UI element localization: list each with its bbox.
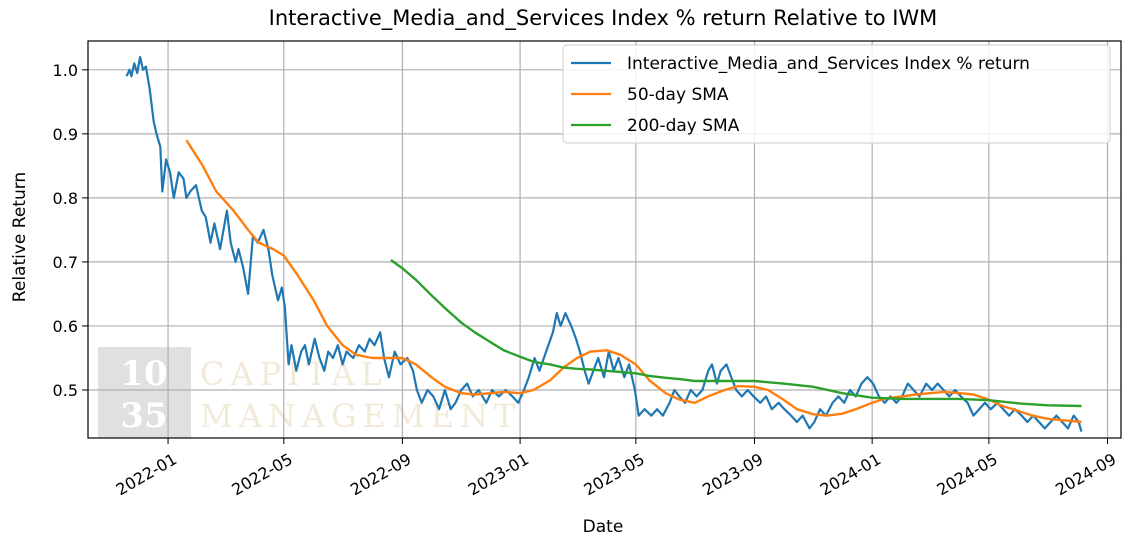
watermark-box <box>98 347 191 438</box>
watermark-number-bottom: 35 <box>120 396 167 436</box>
legend-label-50-day-sma: 50-day SMA <box>627 85 729 105</box>
x-tick-label: 2022-01 <box>113 449 180 499</box>
plot-frame <box>87 40 1122 439</box>
x-tick-label: 2024-09 <box>1052 449 1119 499</box>
200-day-sma-line <box>390 259 1082 408</box>
50-day-sma-line <box>185 139 1082 424</box>
x-tick-label: 2023-09 <box>699 449 766 499</box>
x-tick-label: 2022-09 <box>347 449 414 499</box>
y-axis-label: Relative Return <box>10 172 30 302</box>
legend-box <box>562 44 1111 144</box>
legend: Interactive_Media_and_Services Index % r… <box>562 44 1111 144</box>
y-axis-ticks: 0.5 0.6 0.7 0.8 0.9 1.0 <box>53 61 88 400</box>
chart-title: Interactive_Media_and_Services Index % r… <box>269 6 938 31</box>
x-tick-label: 2023-01 <box>465 449 532 499</box>
x-tick-label: 2023-05 <box>580 449 647 499</box>
y-tick-label: 0.6 <box>53 317 78 336</box>
y-tick-label: 0.5 <box>53 381 78 400</box>
legend-label-index-return: Interactive_Media_and_Services Index % r… <box>627 54 1030 74</box>
watermark-number-top: 10 <box>120 354 167 394</box>
y-tick-label: 0.9 <box>53 125 78 144</box>
x-tick-label: 2024-05 <box>933 449 1000 499</box>
series-layer <box>125 55 1083 432</box>
y-tick-label: 1.0 <box>53 61 78 80</box>
x-tick-label: 2022-05 <box>228 449 295 499</box>
y-tick-label: 0.7 <box>53 253 78 272</box>
watermark-text-bottom: MANAGEMENT <box>200 397 521 435</box>
x-axis-ticks: 2022-01 2022-05 2022-09 2023-01 2023-05 2023-… <box>113 438 1119 499</box>
watermark-logo: 10 35 CAPITAL MANAGEMENT <box>98 347 521 438</box>
x-tick-label: 2024-01 <box>817 449 884 499</box>
y-tick-label: 0.8 <box>53 189 78 208</box>
watermark-text-top: CAPITAL <box>200 355 388 393</box>
index-return-line <box>125 55 1083 432</box>
legend-label-200-day-sma: 200-day SMA <box>627 116 740 136</box>
x-axis-label: Date <box>583 517 624 537</box>
